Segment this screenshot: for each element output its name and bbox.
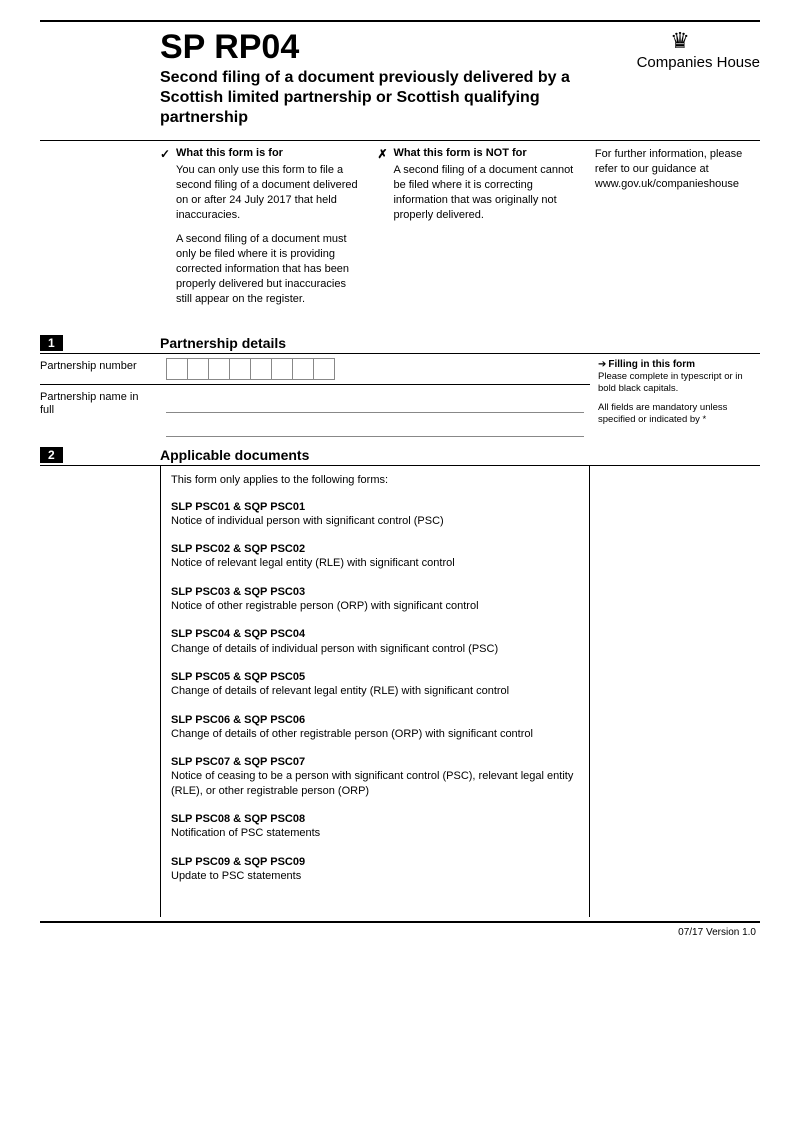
guidance-text: For further information, please refer to… xyxy=(595,147,760,192)
doc-desc: Update to PSC statements xyxy=(171,869,579,883)
form-header: SP RP04 Second filing of a document prev… xyxy=(40,30,760,128)
partnership-name-input[interactable] xyxy=(160,385,590,441)
doc-item: SLP PSC07 & SQP PSC07Notice of ceasing t… xyxy=(171,755,579,798)
side-heading: Filling in this form xyxy=(608,359,695,370)
section-2-left-spacer xyxy=(40,466,160,918)
doc-desc: Change of details of other registrable p… xyxy=(171,727,579,741)
partnership-number-label: Partnership number xyxy=(40,354,160,384)
agency-name: Companies House xyxy=(600,54,760,71)
docs-list: SLP PSC01 & SQP PSC01Notice of individua… xyxy=(171,500,579,884)
agency-block: ♛ Companies House xyxy=(600,30,760,71)
doc-code: SLP PSC09 & SQP PSC09 xyxy=(171,855,579,869)
info-not-for: ✗ What this form is NOT for A second fil… xyxy=(377,147,576,317)
footer-version: 07/17 Version 1.0 xyxy=(40,923,760,938)
doc-code: SLP PSC02 & SQP PSC02 xyxy=(171,542,579,556)
info-not-for-text: A second filing of a document cannot be … xyxy=(393,163,576,222)
section-2-sidebar xyxy=(590,466,760,918)
info-for-text2: A second filing of a document must only … xyxy=(176,232,359,306)
mid-rule xyxy=(40,140,760,141)
doc-code: SLP PSC05 & SQP PSC05 xyxy=(171,670,579,684)
info-not-for-heading: What this form is NOT for xyxy=(393,147,576,159)
doc-desc: Change of details of relevant legal enti… xyxy=(171,684,579,698)
info-for: ✓ What this form is for You can only use… xyxy=(160,147,359,317)
doc-desc: Notice of ceasing to be a person with si… xyxy=(171,769,579,798)
info-row: ✓ What this form is for You can only use… xyxy=(40,147,760,317)
partnership-name-row: Partnership name in full xyxy=(40,385,590,441)
side-text-2: All fields are mandatory unless specifie… xyxy=(598,402,760,427)
top-rule xyxy=(40,20,760,22)
doc-code: SLP PSC08 & SQP PSC08 xyxy=(171,812,579,826)
doc-item: SLP PSC06 & SQP PSC06Change of details o… xyxy=(171,713,579,742)
section-1-sidebar: ➔Filling in this form Please complete in… xyxy=(590,354,760,441)
info-guidance: For further information, please refer to… xyxy=(595,147,760,317)
doc-code: SLP PSC03 & SQP PSC03 xyxy=(171,585,579,599)
check-icon: ✓ xyxy=(160,147,170,161)
doc-item: SLP PSC04 & SQP PSC04Change of details o… xyxy=(171,627,579,656)
doc-item: SLP PSC05 & SQP PSC05Change of details o… xyxy=(171,670,579,699)
partnership-name-label: Partnership name in full xyxy=(40,385,160,441)
doc-desc: Notice of other registrable person (ORP)… xyxy=(171,599,579,613)
side-text-1: Please complete in typescript or in bold… xyxy=(598,371,760,396)
form-title: Second filing of a document previously d… xyxy=(160,68,580,128)
doc-item: SLP PSC09 & SQP PSC09Update to PSC state… xyxy=(171,855,579,884)
doc-item: SLP PSC02 & SQP PSC02Notice of relevant … xyxy=(171,542,579,571)
section-2-number: 2 xyxy=(40,447,63,463)
doc-code: SLP PSC07 & SQP PSC07 xyxy=(171,755,579,769)
doc-desc: Notice of individual person with signifi… xyxy=(171,514,579,528)
section-1-number: 1 xyxy=(40,335,63,351)
partnership-number-input[interactable] xyxy=(160,354,590,384)
section-2: 2 Applicable documents This form only ap… xyxy=(40,447,760,918)
doc-desc: Notice of relevant legal entity (RLE) wi… xyxy=(171,556,579,570)
partnership-number-row: Partnership number xyxy=(40,354,590,385)
section-2-title: Applicable documents xyxy=(160,447,760,465)
docs-intro: This form only applies to the following … xyxy=(171,474,579,486)
info-for-heading: What this form is for xyxy=(176,147,359,159)
info-for-text1: You can only use this form to file a sec… xyxy=(176,163,359,222)
doc-item: SLP PSC03 & SQP PSC03Notice of other reg… xyxy=(171,585,579,614)
section-1: 1 Partnership details Partnership number… xyxy=(40,335,760,441)
doc-item: SLP PSC01 & SQP PSC01Notice of individua… xyxy=(171,500,579,529)
doc-code: SLP PSC01 & SQP PSC01 xyxy=(171,500,579,514)
crown-icon: ♛ xyxy=(600,30,760,52)
doc-code: SLP PSC06 & SQP PSC06 xyxy=(171,713,579,727)
doc-code: SLP PSC04 & SQP PSC04 xyxy=(171,627,579,641)
section-2-main: This form only applies to the following … xyxy=(160,466,590,918)
arrow-icon: ➔ xyxy=(598,359,606,370)
section-1-title: Partnership details xyxy=(160,335,760,353)
doc-desc: Notification of PSC statements xyxy=(171,826,579,840)
doc-desc: Change of details of individual person w… xyxy=(171,642,579,656)
form-code: SP RP04 xyxy=(160,30,580,64)
doc-item: SLP PSC08 & SQP PSC08Notification of PSC… xyxy=(171,812,579,841)
x-icon: ✗ xyxy=(377,147,387,161)
